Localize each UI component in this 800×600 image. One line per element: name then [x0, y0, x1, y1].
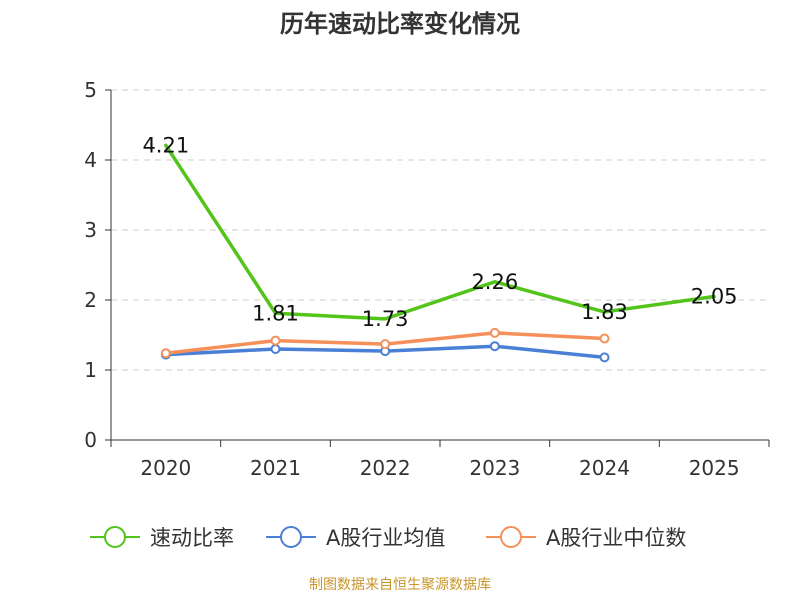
- x-tick-label: 2023: [469, 456, 520, 480]
- series-0: [164, 143, 716, 321]
- y-tick-label: 2: [84, 288, 97, 312]
- legend-label: 速动比率: [150, 526, 234, 550]
- data-point: [599, 352, 610, 363]
- data-point: [270, 335, 281, 346]
- data-label: 1.73: [362, 307, 409, 331]
- grid-layer: [111, 89, 769, 371]
- x-tick-label: 2024: [579, 456, 630, 480]
- legend-swatch-marker: [280, 526, 302, 548]
- data-point: [270, 344, 281, 354]
- data-label: 4.21: [142, 133, 189, 157]
- data-label-layer: 4.21 1.81 1.73 2.26 1.83 2.05: [142, 133, 737, 331]
- source-note: 制图数据来自恒生聚源数据库: [309, 577, 491, 593]
- chart-title: 历年速动比率变化情况: [280, 10, 520, 38]
- data-point: [489, 341, 500, 352]
- y-tick-label: 4: [84, 148, 97, 172]
- x-tick-label: 2020: [140, 456, 191, 480]
- legend-swatch-marker: [500, 526, 522, 548]
- data-label: 1.81: [252, 301, 299, 325]
- data-point: [380, 339, 391, 350]
- legend-item: A股行业中位数: [486, 526, 686, 550]
- series-2: [160, 327, 610, 359]
- y-tick-label: 5: [84, 78, 97, 102]
- data-point: [599, 333, 610, 344]
- data-label: 2.05: [691, 285, 738, 309]
- data-label: 1.83: [581, 300, 628, 324]
- y-tick-label: 1: [84, 358, 97, 382]
- data-point: [160, 348, 171, 359]
- legend-item: A股行业均值: [266, 526, 445, 550]
- legend: 速动比率 A股行业均值 A股行业中位数: [90, 526, 686, 550]
- x-tick-label: 2025: [689, 456, 740, 480]
- legend-label: A股行业均值: [326, 526, 445, 550]
- x-tick-label: 2021: [250, 456, 301, 480]
- series-line: [164, 143, 716, 321]
- legend-label: A股行业中位数: [546, 526, 686, 550]
- legend-item: 速动比率: [90, 526, 234, 550]
- y-tick-label: 3: [84, 218, 97, 242]
- legend-swatch-marker: [104, 526, 126, 548]
- data-point: [489, 327, 500, 338]
- x-tick-label: 2022: [360, 456, 411, 480]
- series-layer: [160, 143, 716, 363]
- y-tick-label: 0: [84, 428, 97, 452]
- axis-layer: 0 1 2 3 4 5 2020 2021 2022 2023 2024 2025: [84, 78, 770, 480]
- data-label: 2.26: [471, 270, 518, 294]
